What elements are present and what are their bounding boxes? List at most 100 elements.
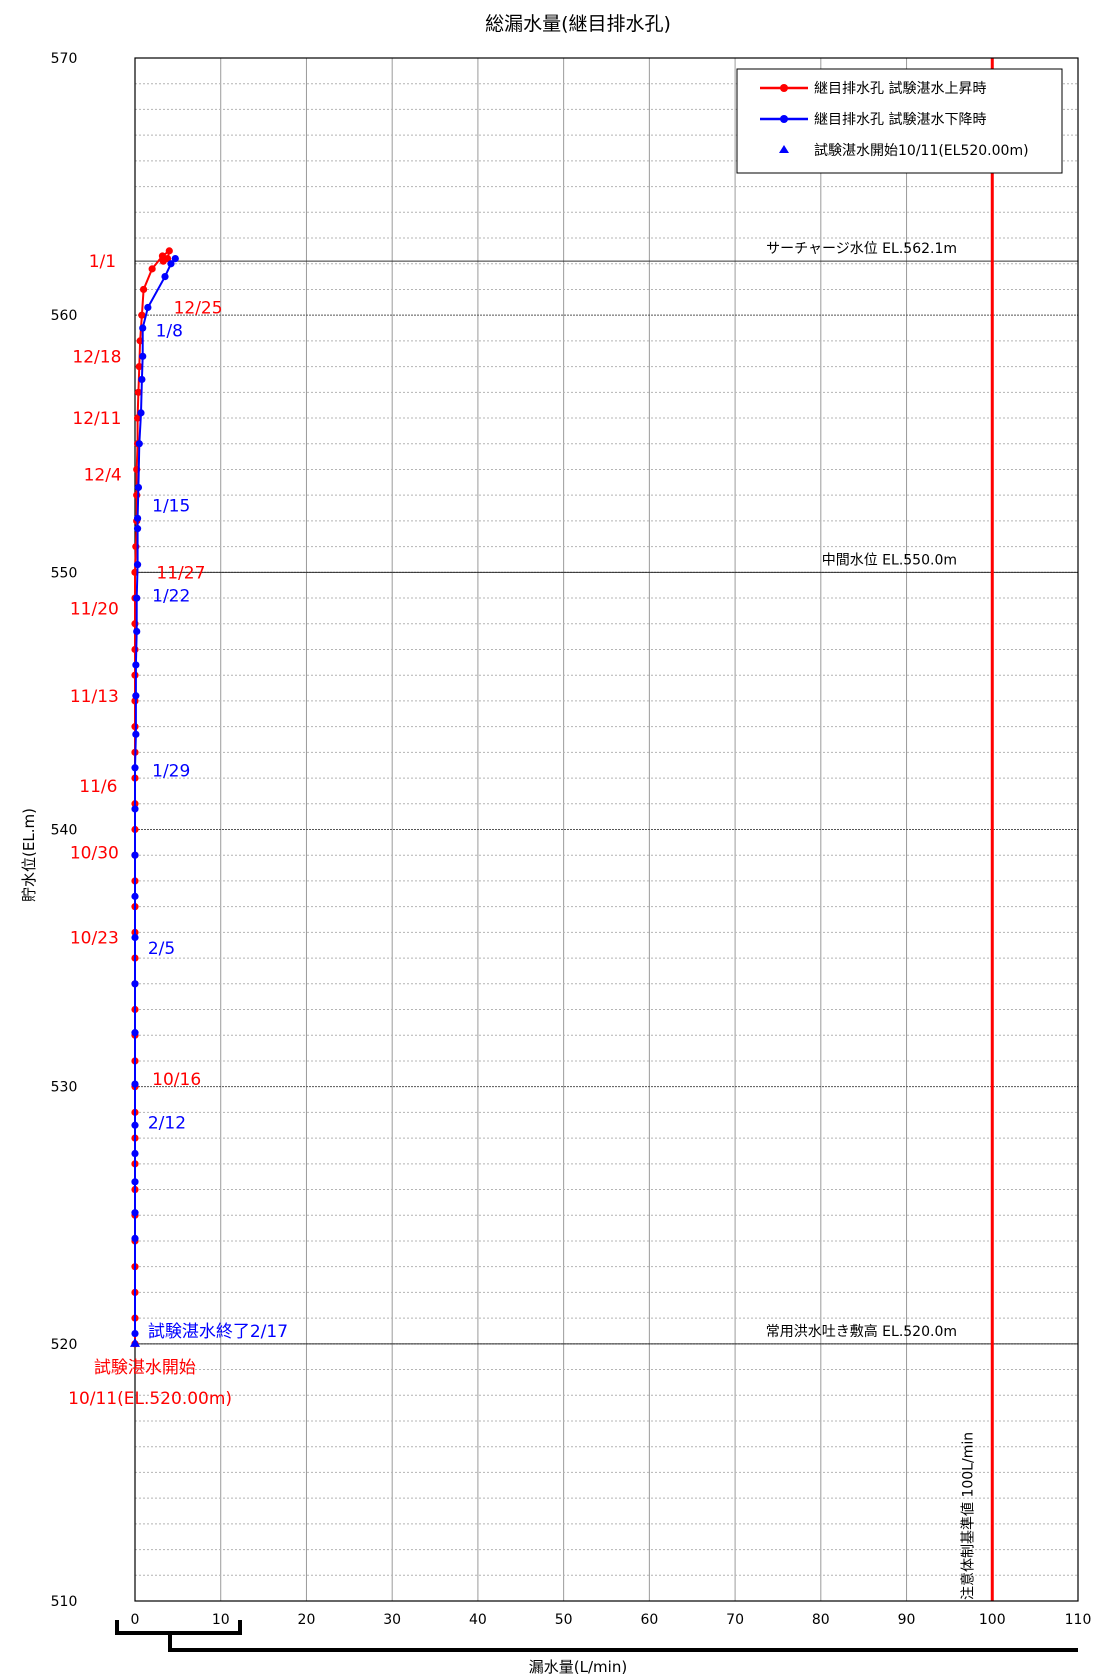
date-annotation: 1/1 [89,252,116,272]
y-axis-title: 貯水位(EL.m) [20,808,38,902]
x-tick-label: 60 [640,1612,658,1628]
x-tick-label: 90 [898,1612,916,1628]
data-point [134,483,143,492]
data-point [131,892,139,900]
data-point [165,247,173,255]
data-point [131,1329,139,1338]
date-annotation: 11/6 [79,777,117,797]
data-point [135,363,143,371]
date-annotation: 12/11 [72,409,121,429]
series-layer [130,247,179,1348]
x-axis-title: 漏水量(L/min) [529,1658,627,1676]
data-point [139,324,147,332]
data-point [131,764,139,772]
date-annotation: 1/29 [152,761,190,781]
date-annotation: 1/15 [152,496,190,516]
date-annotation: 12/18 [72,347,121,367]
data-point [132,730,140,738]
data-point [131,1121,139,1129]
date-annotation: 10/16 [152,1070,201,1090]
x-tick-label: 110 [1065,1612,1092,1628]
data-point [171,254,179,263]
x-tick-label: 50 [555,1612,573,1628]
data-point [133,594,141,602]
legend-label: 継目排水孔 試験湛水下降時 [814,112,986,128]
legend-marker-icon [780,84,788,92]
data-point [131,851,139,859]
annotation-layer: 1/1 12/25 1/8 12/18 12/11 12/4 1/15 11/27 1/22 11… [68,252,288,1409]
data-point [132,692,140,700]
y-tick-label: 550 [51,565,78,581]
date-annotation: 11/13 [70,687,119,707]
x-tick-label: 10 [212,1612,230,1628]
date-annotation: 1/22 [152,586,190,606]
legend-marker-icon [780,115,788,123]
data-point [131,980,139,988]
data-point [131,1080,139,1088]
x-tick-label: 70 [726,1612,744,1628]
legend-triangle-icon [779,145,789,153]
y-tick-label: 560 [51,308,78,324]
legend-label: 試験湛水開始10/11(EL520.00m) [814,143,1029,159]
data-point [144,303,152,312]
x-tick-label: 100 [979,1612,1006,1628]
data-point [131,645,139,654]
x-tick-label: 0 [131,1612,140,1628]
date-annotation: 1/8 [156,322,183,342]
legend-box [736,68,1063,174]
reference-line-label: サーチャージ水位 EL.562.1m [766,241,957,257]
chart-title: 総漏水量(継目排水孔) [485,13,671,35]
data-point [137,409,145,417]
reference-lines: サーチャージ水位 EL.562.1m 中間水位 EL.550.0m 常用洪水吐き敷高… [135,58,1078,1601]
start-marker [130,1337,140,1347]
data-point [131,1029,139,1037]
data-point [131,1234,139,1242]
data-point [148,265,156,273]
y-tick-label: 540 [51,823,78,839]
date-annotation: 10/30 [70,844,119,864]
legend-label: 継目排水孔 試験湛水上昇時 [814,81,986,97]
date-annotation: 2/5 [148,939,175,959]
y-tick-label: 530 [51,1080,78,1096]
data-point [131,1178,139,1186]
date-annotation: 11/27 [156,563,205,583]
reference-line-label: 中間水位 EL.550.0m [822,552,957,568]
data-point [133,514,142,522]
data-point [134,388,143,396]
data-point [138,375,146,384]
y-tick-label: 510 [51,1594,78,1610]
date-annotation: 試験湛水開始 [94,1358,196,1378]
data-point [139,285,148,294]
data-point [133,414,142,422]
y-tick-label: 570 [51,51,78,67]
axis-bracket [168,1633,1078,1652]
data-point [131,933,139,942]
data-point [133,561,142,569]
x-tick-label: 40 [469,1612,487,1628]
x-tick-label: 20 [298,1612,316,1628]
series-line [134,257,177,1334]
data-point [139,352,147,360]
axis-bracket [115,1620,242,1635]
grid-layer [135,58,1078,1601]
data-point [131,805,139,813]
date-annotation: 2/12 [148,1114,186,1134]
data-point [159,257,167,265]
data-point [161,272,169,281]
data-point [135,440,143,448]
x-tick-label: 80 [812,1612,830,1628]
axis-layer: 510 520 530 540 550 560 570 0 10 20 30 40 50 60 70 80 90… [51,51,1092,1652]
date-annotation: 10/23 [70,929,119,949]
x-tick-label: 30 [383,1612,401,1628]
data-point [133,627,141,636]
data-point [133,525,142,533]
data-point [132,661,140,669]
date-annotation: 12/25 [174,298,223,318]
date-annotation: 12/4 [84,466,122,486]
reference-line-label: 常用洪水吐き敷高 EL.520.0m [766,1323,957,1340]
data-point [167,260,175,268]
date-annotation: 試験湛水終了2/17 [148,1322,288,1342]
date-annotation: 11/20 [70,599,119,619]
